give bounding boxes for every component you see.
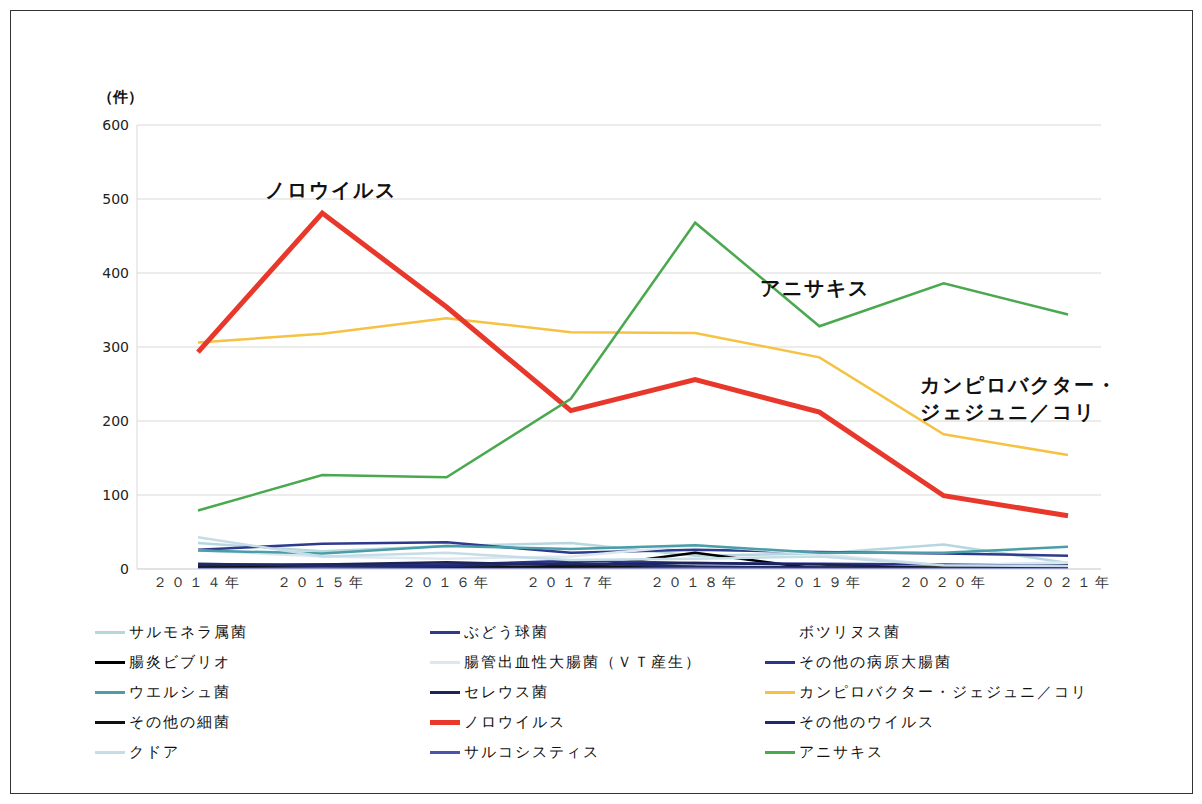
svg-text:0: 0 <box>120 561 129 577</box>
html-text:アニサキス: アニサキス <box>799 742 884 761</box>
svg-text:２０２０年: ２０２０年 <box>899 574 989 590</box>
svg-text:300: 300 <box>102 339 129 355</box>
html-text:その他の細菌: その他の細菌 <box>129 712 231 731</box>
html-text:ノロウイルス: ノロウイルス <box>265 178 397 202</box>
svg-text:100: 100 <box>102 487 129 503</box>
html-text:腸管出血性大腸菌（ＶＴ産生）: 腸管出血性大腸菌（ＶＴ産生） <box>464 652 702 671</box>
html-text:（件）: （件） <box>98 88 143 106</box>
svg-text:２０２１年: ２０２１年 <box>1023 574 1113 590</box>
html-text:腸炎ビブリオ: 腸炎ビブリオ <box>129 652 231 671</box>
html-text:その他の病原大腸菌: その他の病原大腸菌 <box>799 652 952 671</box>
svg-text:２０１４年: ２０１４年 <box>153 574 243 590</box>
svg-text:２０１６年: ２０１６年 <box>402 574 492 590</box>
svg-text:２０１９年: ２０１９年 <box>774 574 864 590</box>
svg-text:500: 500 <box>102 191 129 207</box>
html-text:ノロウイルス: ノロウイルス <box>464 712 566 731</box>
svg-text:２０１７年: ２０１７年 <box>526 574 616 590</box>
svg-text:２０１８年: ２０１８年 <box>650 574 740 590</box>
html-text:サルモネラ属菌: サルモネラ属菌 <box>129 622 248 641</box>
html-text:ぶどう球菌: ぶどう球菌 <box>464 622 549 641</box>
html-text:ウエルシュ菌: ウエルシュ菌 <box>129 682 231 701</box>
html-text:カンピロバクター・: カンピロバクター・ <box>920 373 1118 397</box>
svg-text:600: 600 <box>102 117 129 133</box>
html-text:その他のウイルス: その他のウイルス <box>799 712 935 731</box>
html-text:ボツリヌス菌: ボツリヌス菌 <box>799 622 901 641</box>
html-text:クドア: クドア <box>129 742 180 761</box>
svg-text:200: 200 <box>102 413 129 429</box>
html-text:ジェジュニ／コリ: ジェジュニ／コリ <box>920 400 1096 424</box>
html-text:セレウス菌: セレウス菌 <box>464 682 549 701</box>
html-text:アニサキス: アニサキス <box>760 276 870 300</box>
svg-text:２０１５年: ２０１５年 <box>277 574 367 590</box>
html-text:カンピロバクター・ジェジュニ／コリ: カンピロバクター・ジェジュニ／コリ <box>799 682 1088 701</box>
html-text:サルコシスティス: サルコシスティス <box>464 742 600 761</box>
svg-text:400: 400 <box>102 265 129 281</box>
